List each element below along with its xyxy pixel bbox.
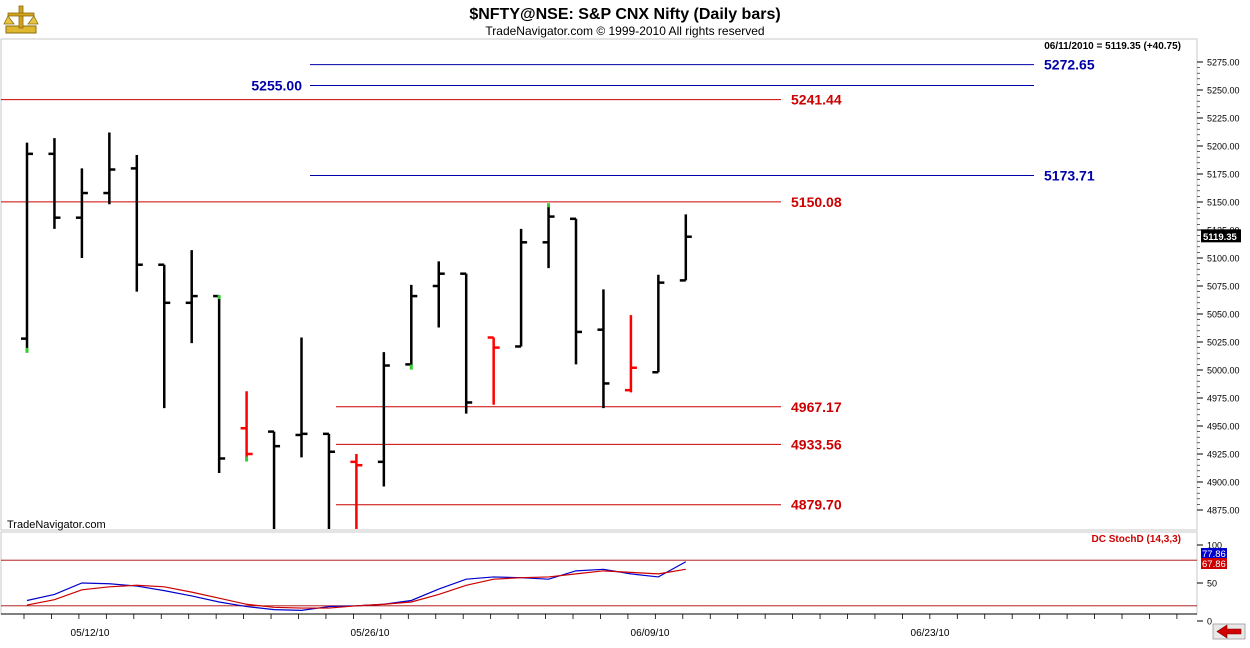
stochastic-title: DC StochD (14,3,3) xyxy=(1092,534,1181,545)
price-tick-label: 5100.00 xyxy=(1207,254,1240,264)
level-label: 5150.08 xyxy=(791,194,842,210)
ohlc-bar xyxy=(487,336,500,405)
stoch-value-label: 77.86 xyxy=(1202,549,1226,560)
ohlc-bar xyxy=(103,132,116,205)
ohlc-bar xyxy=(350,454,363,529)
stochastic-series-line xyxy=(26,568,686,609)
stoch-tick-label: 100 xyxy=(1207,541,1222,551)
signal-marker xyxy=(25,347,29,353)
ohlc-bar xyxy=(295,337,308,458)
x-tick-label: 05/12/10 xyxy=(71,628,110,639)
stoch-tick-label: 50 xyxy=(1207,579,1217,589)
level-label: 5241.44 xyxy=(791,92,842,108)
signal-marker xyxy=(547,203,551,208)
ohlc-bar xyxy=(213,294,226,474)
level-label: 4879.70 xyxy=(791,497,842,513)
price-axis: 5275.00 5250.00 5225.00 5200.00 5175.00 5150.… xyxy=(1197,58,1241,516)
ohlc-bar xyxy=(21,142,33,353)
watermark: TradeNavigator.com xyxy=(7,519,106,531)
x-tick-label: 06/23/10 xyxy=(911,628,950,639)
price-tick-label: 5250.00 xyxy=(1207,86,1240,96)
level-label: 4933.56 xyxy=(791,436,842,452)
x-tick-label: 05/26/10 xyxy=(351,628,390,639)
level-label: 5173.71 xyxy=(1044,167,1095,183)
price-tick-label: 4975.00 xyxy=(1207,394,1240,404)
ohlc-bar xyxy=(240,391,253,462)
price-tick-label: 4925.00 xyxy=(1207,450,1240,460)
price-bars xyxy=(21,132,692,529)
ohlc-bar xyxy=(542,203,555,269)
level-label: 5255.00 xyxy=(251,78,302,94)
copyright-text: TradeNavigator.com © 1999-2010 All right… xyxy=(485,24,764,38)
stoch-value-tag xyxy=(1201,548,1227,559)
stochastic-panel[interactable] xyxy=(0,531,1198,615)
price-tick-label: 5225.00 xyxy=(1207,114,1240,124)
price-tick-label: 5175.00 xyxy=(1207,170,1240,180)
stochastic-lines xyxy=(1,559,1197,611)
price-tick-label: 4950.00 xyxy=(1207,422,1240,432)
ohlc-bar xyxy=(624,315,637,393)
ohlc-bar xyxy=(405,284,418,370)
ohlc-bar xyxy=(75,168,88,258)
price-tick-label: 5025.00 xyxy=(1207,338,1240,348)
level-label: 4967.17 xyxy=(791,399,842,415)
ohlc-bar xyxy=(432,261,445,328)
price-tick-label: 5200.00 xyxy=(1207,142,1240,152)
x-tick-label: 06/09/10 xyxy=(631,628,670,639)
stoch-value-tag xyxy=(1201,558,1227,569)
ohlc-bar xyxy=(460,272,473,414)
level-label: 5272.65 xyxy=(1044,57,1095,73)
ohlc-bar xyxy=(679,214,692,282)
ohlc-bar xyxy=(185,250,198,344)
price-tick-label: 5150.00 xyxy=(1207,198,1240,208)
quote-readout: 06/11/2010 = 5119.35 (+40.75) xyxy=(1044,41,1181,52)
last-price-label: 5119.35 xyxy=(1203,232,1238,243)
signal-marker xyxy=(409,364,413,370)
level-lines: 5272.65 5255.00 5241.44 5173.71 5150.08 4967.… xyxy=(1,57,1095,513)
signal-marker xyxy=(217,295,221,300)
logo-icon-group[interactable] xyxy=(3,5,39,34)
ohlc-bar xyxy=(48,138,61,229)
price-tick-label: 4900.00 xyxy=(1207,478,1240,488)
ohlc-bar xyxy=(652,274,665,374)
price-tick-label: 4875.00 xyxy=(1207,506,1240,516)
ohlc-bar xyxy=(377,352,390,487)
left-arrow-icon[interactable] xyxy=(1212,623,1246,640)
date-axis: 05/12/10 05/26/10 06/09/10 06/23/10 xyxy=(1,613,1197,639)
scales-logo-icon[interactable] xyxy=(3,5,39,34)
ohlc-bar xyxy=(515,228,528,348)
stoch-tick-label: 0 xyxy=(1207,617,1212,627)
ohlc-bar xyxy=(158,263,171,409)
chart-title: $NFTY@NSE: S&P CNX Nifty (Daily bars) xyxy=(469,6,780,23)
last-price-tag xyxy=(1201,229,1241,243)
ohlc-bar xyxy=(570,217,582,365)
ohlc-bar xyxy=(268,430,281,529)
price-tick-label: 5275.00 xyxy=(1207,58,1240,68)
ohlc-bar xyxy=(597,289,610,409)
price-panel[interactable] xyxy=(0,38,1198,531)
price-tick-label: 5000.00 xyxy=(1207,366,1240,376)
price-tick-label: 5050.00 xyxy=(1207,310,1240,320)
price-tick-label: 5075.00 xyxy=(1207,282,1240,292)
ohlc-bar xyxy=(322,432,335,529)
signal-marker xyxy=(245,456,249,462)
stoch-value-label: 67.86 xyxy=(1202,559,1226,570)
ohlc-bar xyxy=(130,154,143,292)
